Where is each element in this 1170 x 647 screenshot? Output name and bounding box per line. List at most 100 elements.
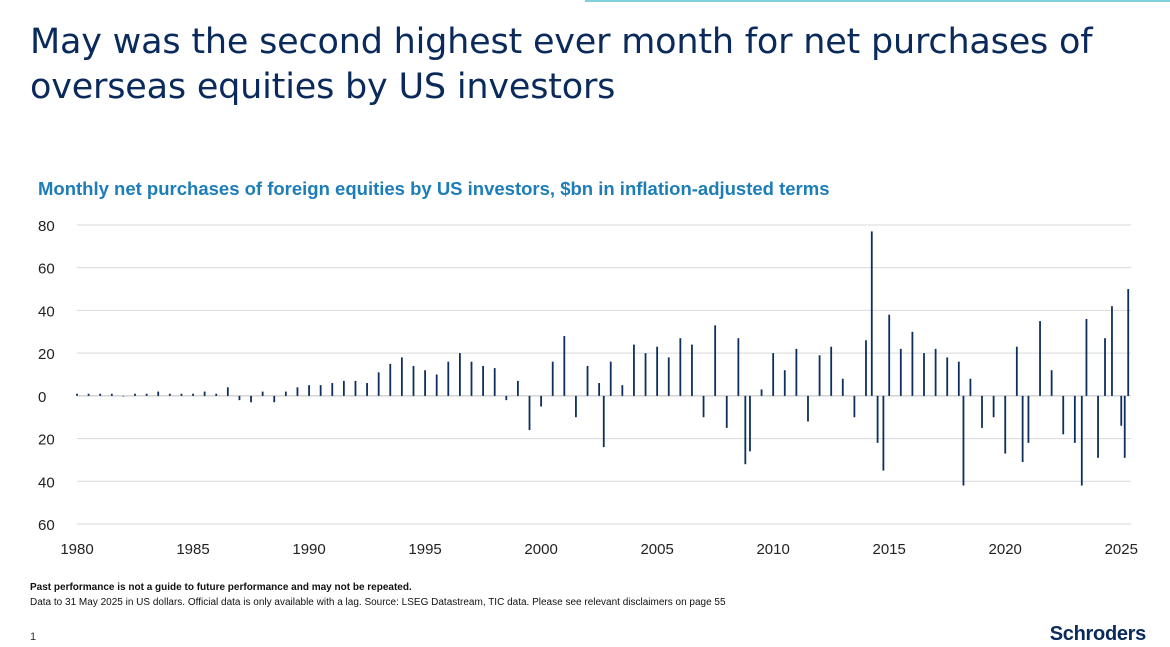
x-tick-label: 2005: [640, 541, 673, 558]
y-tick-label: 40: [38, 474, 55, 491]
bar: [609, 361, 612, 396]
bar: [493, 368, 496, 396]
bar: [853, 395, 856, 418]
bar: [667, 357, 670, 396]
slide-title: May was the second highest ever month fo…: [30, 22, 1093, 107]
bar: [250, 395, 252, 403]
bar: [644, 353, 647, 396]
bar: [1062, 395, 1065, 435]
bar: [192, 393, 194, 396]
bar: [122, 395, 125, 397]
x-tick-label: 2020: [989, 541, 1022, 558]
y-tick-label: 40: [38, 303, 55, 320]
x-tick-label: 2025: [1105, 541, 1138, 558]
bar: [342, 380, 345, 396]
bar: [691, 344, 693, 396]
bar: [841, 378, 844, 396]
bar: [157, 391, 160, 396]
bar: [528, 395, 531, 431]
bar: [389, 363, 392, 396]
bar: [1127, 289, 1130, 396]
bar: [76, 393, 78, 396]
bar: [679, 338, 682, 396]
bar: [656, 346, 659, 396]
bar: [296, 387, 299, 396]
bar: [1097, 395, 1099, 458]
bar: [962, 395, 965, 486]
bar: [412, 365, 415, 396]
bar: [957, 361, 960, 396]
bar: [899, 348, 902, 396]
x-tick-label: 2010: [756, 541, 789, 558]
chart-area: 80 60 40 20 0 20 40 60 1980 1985 1990 1995 2000 2005 2…: [38, 218, 1138, 558]
bar: [586, 365, 589, 396]
bar: [934, 348, 937, 396]
bar: [1039, 321, 1041, 396]
bar: [1111, 306, 1113, 396]
bar: [470, 361, 473, 396]
bar: [308, 385, 310, 396]
bar: [447, 361, 450, 396]
bar: [744, 395, 747, 465]
bar: [331, 383, 334, 396]
x-tick-label: 2015: [873, 541, 906, 558]
bar: [876, 395, 879, 443]
past-performance-disclaimer: Past performance is not a guide to futur…: [30, 582, 412, 593]
chart-title: Monthly net purchases of foreign equitie…: [38, 178, 830, 199]
x-tick-label: 1995: [408, 541, 441, 558]
bar: [238, 395, 241, 401]
bar: [772, 353, 775, 396]
bar: [505, 395, 508, 401]
y-tick-label: 20: [38, 346, 55, 363]
x-tick-label: 1980: [60, 541, 93, 558]
bar: [284, 391, 287, 396]
schroders-logo: Schroders: [1049, 623, 1147, 645]
bar: [110, 393, 113, 396]
bar: [602, 395, 605, 448]
bar: [458, 353, 461, 396]
bar: [1085, 318, 1088, 396]
bar: [551, 361, 554, 396]
bar: [1015, 346, 1018, 396]
y-tick-label: 60: [38, 261, 55, 278]
bar: [882, 395, 885, 471]
bar: [215, 393, 218, 396]
bar: [702, 395, 705, 418]
bar: [87, 393, 90, 396]
bar: [888, 314, 891, 396]
bar: [261, 391, 264, 396]
bar: [783, 370, 786, 396]
bar: [575, 395, 577, 418]
bar: [517, 380, 519, 396]
bar: [99, 393, 102, 396]
bar: [865, 340, 867, 396]
bar: [725, 395, 728, 428]
bar: [319, 385, 322, 396]
bar: [424, 370, 426, 396]
source-note: Data to 31 May 2025 in US dollars. Offic…: [30, 597, 726, 608]
bar: [377, 372, 380, 396]
y-tick-label: 0: [38, 389, 46, 406]
bar: [1120, 395, 1123, 426]
bar: [1021, 395, 1024, 463]
bar: [354, 380, 357, 396]
bar: [563, 336, 566, 396]
bar: [923, 353, 925, 396]
x-tick-label: 1990: [292, 541, 325, 558]
bar: [1027, 395, 1030, 443]
top-accent-rule: [585, 0, 1170, 2]
bar: [749, 395, 751, 452]
bar: [366, 383, 368, 396]
y-tick-label: 80: [38, 218, 55, 235]
bar: [818, 355, 821, 396]
bar: [969, 378, 972, 396]
bar: [870, 231, 873, 396]
bar: [1123, 395, 1126, 458]
bar: [134, 393, 136, 396]
bar: [795, 348, 798, 396]
bar: [145, 393, 148, 396]
bar: [435, 374, 438, 396]
bar: [807, 395, 809, 422]
bar: [180, 393, 183, 396]
bar: [273, 395, 276, 403]
